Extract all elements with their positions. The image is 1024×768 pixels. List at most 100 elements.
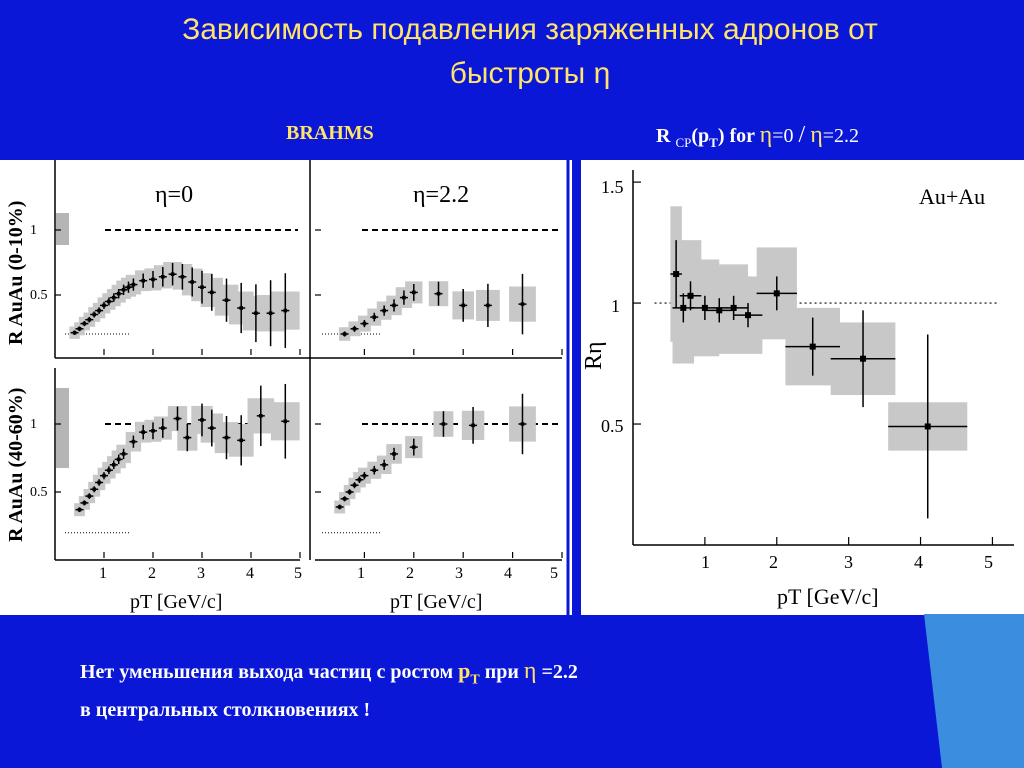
data-point bbox=[180, 275, 185, 279]
xtick-left-1: 1 bbox=[99, 565, 107, 582]
data-point bbox=[382, 463, 386, 467]
rcp-cp: CP bbox=[675, 135, 692, 150]
data-point bbox=[131, 439, 136, 444]
conclusion-line-1: Нет уменьшения выхода частиц с ростом pT… bbox=[80, 656, 578, 695]
data-point bbox=[362, 473, 367, 478]
xtick-right-2: 2 bbox=[406, 565, 414, 582]
data-point bbox=[87, 494, 92, 498]
data-point bbox=[116, 291, 121, 296]
data-point bbox=[342, 497, 347, 501]
data-point bbox=[412, 445, 416, 449]
slide-title: Зависимость подавления заряженных адроно… bbox=[120, 8, 940, 96]
rcp-eta-1: η bbox=[759, 122, 773, 148]
right-data-layer bbox=[633, 181, 1000, 545]
conclusion-part-b: при bbox=[484, 661, 519, 683]
data-point bbox=[239, 306, 243, 310]
data-point bbox=[441, 422, 446, 426]
rcp-eq0: =0 bbox=[772, 125, 794, 147]
data-point bbox=[175, 416, 180, 421]
rcp-chart-panel: Au+Au 1.5 1 0.5 Rη 1 2 3 4 5 pT [GeV/c] bbox=[581, 160, 1024, 615]
decorative-accent-bar bbox=[924, 614, 1024, 768]
data-point bbox=[161, 426, 165, 430]
data-point bbox=[716, 307, 723, 314]
data-point bbox=[112, 295, 116, 300]
conclusion-pt: pT bbox=[458, 658, 480, 687]
data-point bbox=[161, 275, 165, 279]
data-point bbox=[402, 295, 406, 300]
conclusion-part-c: =2.2 bbox=[541, 661, 578, 683]
data-point bbox=[392, 452, 396, 456]
rcp-eta-2: η bbox=[810, 122, 823, 148]
data-point bbox=[436, 291, 441, 296]
xtick-right-1: 1 bbox=[357, 565, 365, 582]
data-point bbox=[102, 473, 106, 478]
data-point bbox=[372, 315, 377, 319]
data-point bbox=[72, 330, 77, 335]
right-axes bbox=[632, 170, 1014, 546]
data-point bbox=[687, 292, 694, 299]
data-point bbox=[92, 487, 96, 492]
ytick-top-05: 0.5 bbox=[30, 288, 48, 303]
data-point bbox=[283, 419, 288, 424]
norm-uncertainty-box-bottom bbox=[56, 388, 69, 468]
xlabel-left: pT [GeV/c] bbox=[130, 591, 222, 613]
data-point bbox=[283, 308, 288, 313]
ytick-15: 1.5 bbox=[601, 177, 624, 197]
data-point bbox=[486, 303, 490, 308]
data-point bbox=[352, 483, 357, 487]
conclusion-text: Нет уменьшения выхода частиц с ростом pT… bbox=[80, 656, 578, 725]
data-point bbox=[77, 327, 82, 331]
data-point bbox=[121, 452, 126, 456]
data-point bbox=[87, 317, 92, 322]
data-point bbox=[82, 321, 87, 326]
xtick-r-5: 5 bbox=[984, 552, 993, 572]
xtick-r-3: 3 bbox=[844, 552, 853, 572]
data-point bbox=[170, 272, 175, 276]
data-point bbox=[210, 426, 214, 430]
data-point bbox=[190, 280, 194, 284]
ytick-top-1: 1 bbox=[30, 223, 37, 238]
norm-uncertainty-box-top bbox=[56, 213, 69, 245]
xtick-right-3: 3 bbox=[455, 565, 463, 582]
data-point bbox=[860, 355, 867, 362]
data-point bbox=[224, 435, 229, 440]
data-point bbox=[362, 321, 367, 326]
ytick-bottom-05: 0.5 bbox=[30, 485, 48, 500]
data-point bbox=[141, 278, 145, 283]
data-point bbox=[141, 430, 145, 434]
data-point bbox=[745, 312, 752, 319]
data-point bbox=[116, 457, 121, 462]
data-point bbox=[701, 304, 708, 311]
conclusion-line-2: в центральных столкновениях ! bbox=[80, 699, 371, 722]
ytick-bottom-1: 1 bbox=[30, 417, 37, 432]
data-point bbox=[92, 312, 96, 317]
brahms-label: BRAHMS bbox=[286, 122, 374, 144]
data-point bbox=[131, 282, 136, 287]
data-point bbox=[268, 311, 273, 315]
rcp-eq22: =2.2 bbox=[822, 125, 860, 147]
rcp-chart: Au+Au 1.5 1 0.5 Rη 1 2 3 4 5 pT [GeV/c] bbox=[581, 170, 1014, 609]
data-point bbox=[773, 290, 780, 297]
conclusion-t: T bbox=[470, 672, 480, 688]
xtick-left-3: 3 bbox=[197, 565, 205, 582]
left-axes bbox=[54, 160, 570, 615]
xtick-right-4: 4 bbox=[504, 565, 512, 582]
rcp-slash: / bbox=[798, 122, 806, 148]
xtick-r-4: 4 bbox=[914, 552, 923, 572]
data-point bbox=[520, 422, 525, 426]
data-point bbox=[347, 490, 352, 494]
data-point bbox=[520, 302, 525, 306]
data-point bbox=[673, 271, 680, 278]
ylabel-reta: Rη bbox=[581, 341, 607, 370]
ylabel-top: R AuAu (0-10%) bbox=[5, 201, 27, 345]
brahms-raa-chart-panel: η=0 η=2.2 R AuAu (0-10%) R AuAu (40-60%)… bbox=[0, 160, 572, 615]
data-point bbox=[121, 288, 126, 292]
xtick-r-2: 2 bbox=[769, 552, 778, 572]
data-point bbox=[102, 303, 106, 308]
label-eta0: η=0 bbox=[155, 182, 193, 208]
data-point bbox=[680, 304, 687, 311]
rcp-r: R bbox=[656, 125, 671, 147]
data-point bbox=[461, 303, 465, 308]
data-point bbox=[382, 308, 386, 313]
rcp-header: R CP(pT) for η=0 / η=2.2 bbox=[656, 122, 859, 151]
